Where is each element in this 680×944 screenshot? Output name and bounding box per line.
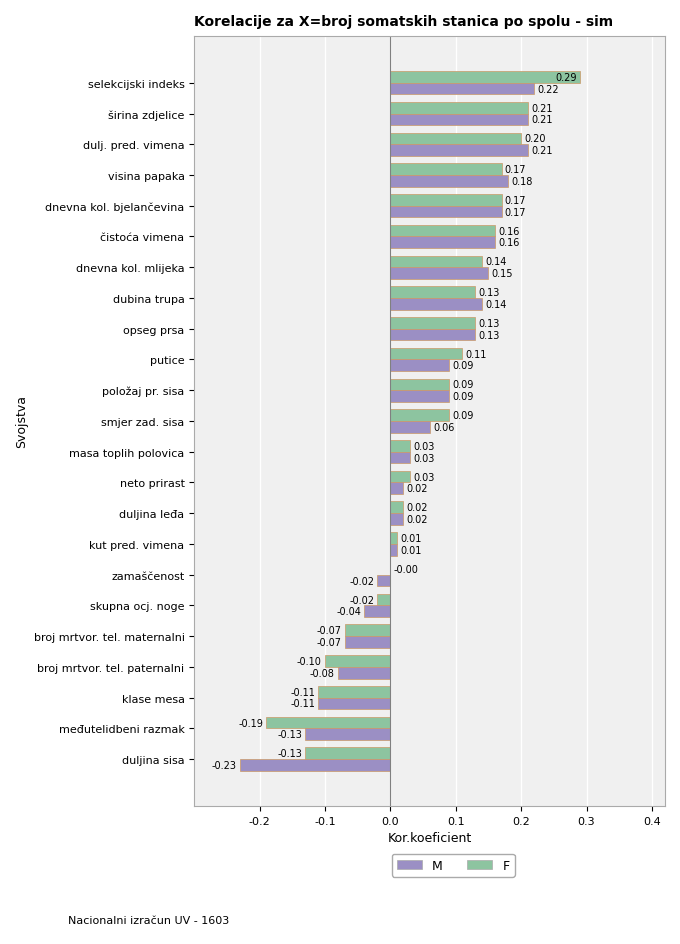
Bar xyxy=(390,176,508,188)
Bar xyxy=(390,360,449,372)
Text: -0.00: -0.00 xyxy=(394,565,419,574)
Bar xyxy=(390,329,475,341)
Bar xyxy=(390,287,475,298)
Bar xyxy=(325,655,390,667)
Text: 0.17: 0.17 xyxy=(505,208,526,217)
Bar xyxy=(390,133,521,145)
Text: 0.17: 0.17 xyxy=(505,165,526,175)
Bar xyxy=(305,729,390,740)
Text: -0.19: -0.19 xyxy=(238,717,263,728)
Bar xyxy=(390,545,397,556)
Bar xyxy=(377,575,390,587)
Bar xyxy=(390,422,430,433)
Text: 0.21: 0.21 xyxy=(531,146,552,156)
Text: 0.14: 0.14 xyxy=(486,299,507,310)
Text: 0.21: 0.21 xyxy=(531,115,552,126)
Text: -0.02: -0.02 xyxy=(349,576,374,586)
Bar xyxy=(390,452,410,464)
Bar xyxy=(390,441,410,452)
Bar xyxy=(390,391,449,402)
Text: -0.11: -0.11 xyxy=(290,687,316,697)
Text: 0.06: 0.06 xyxy=(433,422,454,432)
Bar xyxy=(390,164,502,176)
Text: -0.11: -0.11 xyxy=(290,699,316,709)
X-axis label: Kor.koeficient: Kor.koeficient xyxy=(388,831,472,844)
Text: 0.13: 0.13 xyxy=(479,288,500,297)
Text: -0.04: -0.04 xyxy=(336,607,361,616)
Bar xyxy=(345,625,390,636)
Text: -0.13: -0.13 xyxy=(277,749,302,758)
Text: 0.16: 0.16 xyxy=(498,238,520,248)
Text: -0.02: -0.02 xyxy=(349,595,374,605)
Bar xyxy=(390,145,528,157)
Bar xyxy=(390,532,397,545)
Bar xyxy=(390,268,488,279)
Bar xyxy=(390,318,475,329)
Text: 0.02: 0.02 xyxy=(407,503,428,513)
Text: 0.22: 0.22 xyxy=(537,85,559,94)
Bar xyxy=(390,194,502,207)
Text: -0.08: -0.08 xyxy=(310,668,335,678)
Text: 0.03: 0.03 xyxy=(413,453,435,464)
Text: 0.09: 0.09 xyxy=(452,380,474,390)
Bar xyxy=(390,471,410,483)
Bar xyxy=(390,114,528,126)
Bar xyxy=(390,348,462,360)
Text: 0.09: 0.09 xyxy=(452,411,474,421)
Text: -0.23: -0.23 xyxy=(211,760,237,770)
Y-axis label: Svojstva: Svojstva xyxy=(15,395,28,448)
Bar xyxy=(390,226,495,237)
Text: 0.29: 0.29 xyxy=(556,73,577,83)
Bar xyxy=(305,748,390,759)
Text: 0.09: 0.09 xyxy=(452,361,474,371)
Legend: M, F: M, F xyxy=(392,853,515,877)
Text: -0.10: -0.10 xyxy=(297,656,322,666)
Text: -0.07: -0.07 xyxy=(316,637,341,648)
Bar xyxy=(390,514,403,525)
Text: 0.02: 0.02 xyxy=(407,483,428,494)
Bar xyxy=(266,716,390,729)
Bar xyxy=(390,410,449,422)
Text: 0.20: 0.20 xyxy=(524,134,546,144)
Text: Nacionalni izračun UV - 1603: Nacionalni izračun UV - 1603 xyxy=(68,915,229,925)
Bar xyxy=(390,237,495,249)
Text: 0.02: 0.02 xyxy=(407,514,428,525)
Bar xyxy=(364,606,390,617)
Bar xyxy=(390,72,580,84)
Text: 0.03: 0.03 xyxy=(413,472,435,482)
Bar xyxy=(240,759,390,771)
Text: 0.17: 0.17 xyxy=(505,195,526,206)
Bar xyxy=(390,379,449,391)
Text: 0.21: 0.21 xyxy=(531,104,552,113)
Bar xyxy=(345,636,390,649)
Bar xyxy=(318,698,390,710)
Text: 0.09: 0.09 xyxy=(452,392,474,401)
Text: 0.18: 0.18 xyxy=(511,177,532,187)
Bar xyxy=(377,594,390,606)
Bar xyxy=(338,667,390,679)
Text: 0.14: 0.14 xyxy=(486,257,507,267)
Bar xyxy=(390,103,528,114)
Text: -0.07: -0.07 xyxy=(316,626,341,635)
Bar xyxy=(390,207,502,218)
Bar xyxy=(318,686,390,698)
Text: Korelacije za X=broj somatskih stanica po spolu - sim: Korelacije za X=broj somatskih stanica p… xyxy=(194,15,613,29)
Bar xyxy=(390,483,403,495)
Text: 0.01: 0.01 xyxy=(401,546,422,555)
Text: 0.01: 0.01 xyxy=(401,533,422,544)
Bar xyxy=(390,298,482,311)
Text: 0.11: 0.11 xyxy=(466,349,487,360)
Text: 0.03: 0.03 xyxy=(413,442,435,451)
Text: 0.15: 0.15 xyxy=(492,269,513,278)
Bar xyxy=(390,256,482,268)
Bar xyxy=(390,84,534,95)
Text: 0.13: 0.13 xyxy=(479,318,500,329)
Bar xyxy=(390,502,403,514)
Text: 0.13: 0.13 xyxy=(479,330,500,340)
Text: 0.16: 0.16 xyxy=(498,227,520,236)
Text: -0.13: -0.13 xyxy=(277,730,302,739)
